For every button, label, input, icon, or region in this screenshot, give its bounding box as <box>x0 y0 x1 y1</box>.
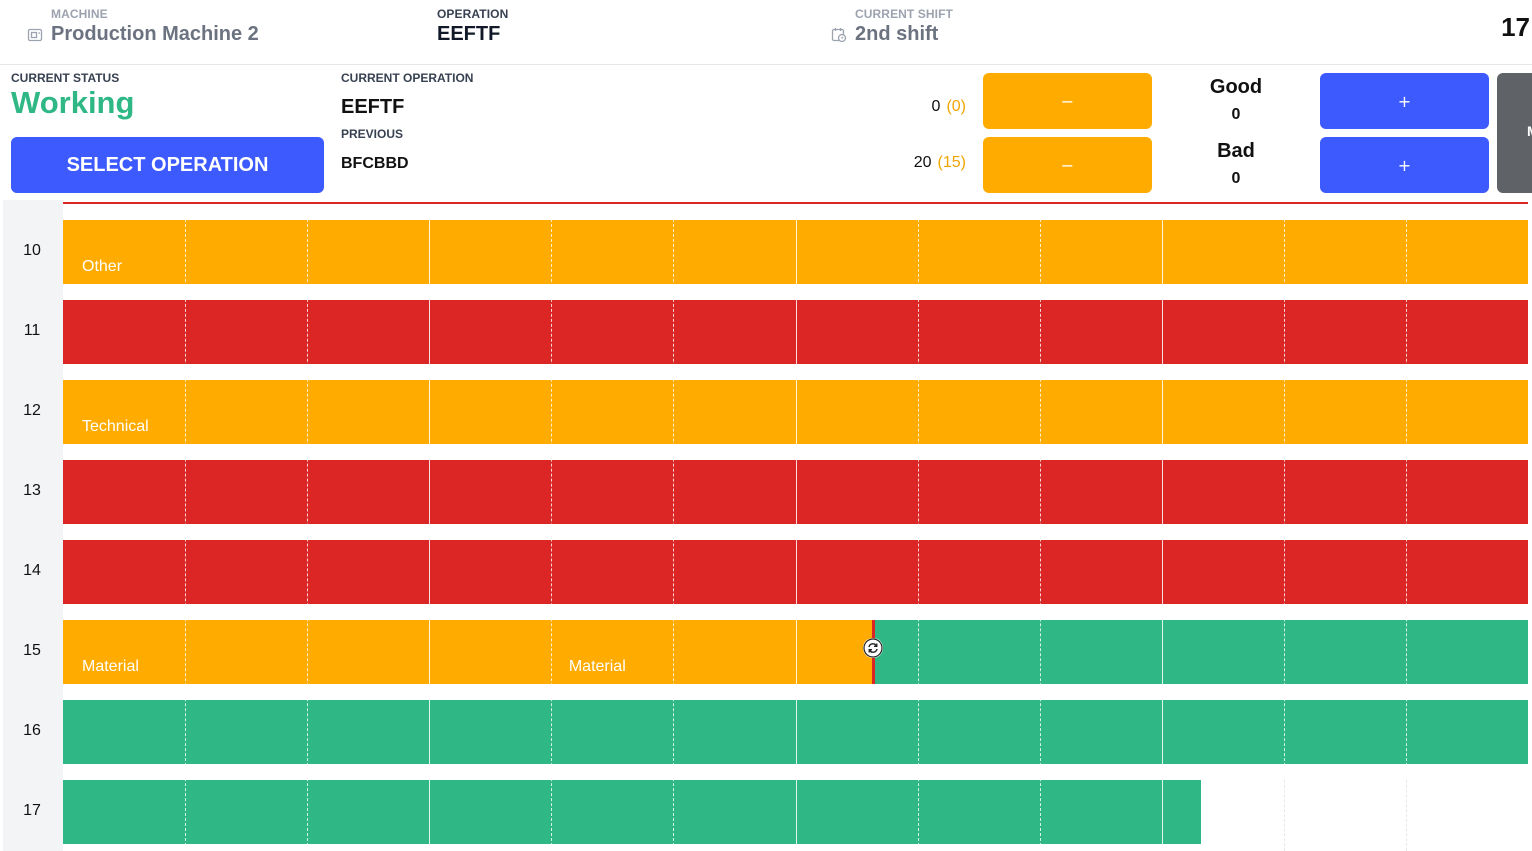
good-increment-button[interactable]: + <box>1320 73 1489 129</box>
current-status-value: Working <box>11 85 135 120</box>
timeline-gridline <box>917 204 919 851</box>
clock-display: 17 <box>1501 12 1530 42</box>
timeline-top-line <box>63 202 1528 204</box>
timeline-segment-working[interactable] <box>873 620 1528 684</box>
timeline-gridline <box>429 204 431 851</box>
timeline-segment-working[interactable] <box>63 780 1202 844</box>
operation-name: EEFTF <box>437 23 501 45</box>
machine-icon <box>27 28 43 42</box>
hour-label: 11 <box>23 322 41 339</box>
select-operation-button[interactable]: SELECT OPERATION <box>11 137 324 193</box>
bad-count: 0 <box>1231 170 1241 187</box>
timeline-segment-reason[interactable]: Material <box>63 620 488 684</box>
timeline-chart: 10 Other 11 12 Technical 13 14 15 Material Materi… <box>0 200 1532 851</box>
shift-name: 2nd shift <box>855 23 939 45</box>
current-operation-name: EEFTF <box>341 96 405 118</box>
timeline-gridline <box>1405 780 1407 851</box>
machine-label: MACHINE <box>51 7 108 21</box>
hour-label: 12 <box>23 402 41 419</box>
hour-label: 17 <box>23 802 41 819</box>
timeline-gridline <box>551 204 553 851</box>
shift-info: CURRENT SHIFT 2nd shift <box>831 7 953 46</box>
machine-name: Production Machine 2 <box>51 23 259 45</box>
side-panel-button[interactable]: M <box>1497 73 1532 193</box>
timeline-segment-reason[interactable]: Material <box>487 620 874 684</box>
previous-operation-name: BFCBBD <box>341 155 409 172</box>
timeline-gridline <box>1283 780 1285 851</box>
sync-icon[interactable] <box>863 638 884 658</box>
timeline-gridline <box>1039 204 1041 851</box>
timeline-gridline <box>307 204 309 851</box>
hour-label: 13 <box>23 482 41 499</box>
previous-operation-label: PREVIOUS <box>341 127 404 141</box>
segment-reason-label: Material <box>568 658 626 675</box>
shift-label: CURRENT SHIFT <box>855 7 953 21</box>
timeline-gridline <box>795 204 797 851</box>
current-decrement-button[interactable]: − <box>983 73 1152 129</box>
hour-label: 16 <box>23 722 41 739</box>
operation-label: OPERATION <box>437 7 509 21</box>
timeline-gridline <box>1283 204 1285 851</box>
segment-reason-label: Technical <box>82 418 149 435</box>
timeline-gridline <box>673 204 675 851</box>
current-count: 0 <box>931 98 941 115</box>
bad-increment-button[interactable]: + <box>1320 137 1489 193</box>
hour-label: 10 <box>23 242 41 259</box>
current-operation-label: CURRENT OPERATION <box>341 71 474 85</box>
bad-label: Bad <box>1217 140 1255 162</box>
good-count: 0 <box>1231 106 1241 123</box>
timeline-gridline <box>185 204 187 851</box>
segment-reason-label: Other <box>82 258 123 275</box>
hour-column <box>3 200 63 851</box>
previous-count-target: (15) <box>937 154 966 171</box>
current-status-label: CURRENT STATUS <box>11 71 120 85</box>
segment-reason-label: Material <box>82 658 139 675</box>
hour-label: 14 <box>23 562 41 579</box>
previous-operation-count: 20 (15) <box>914 154 966 172</box>
current-count-target: (0) <box>946 98 966 115</box>
operation-info: OPERATION EEFTF <box>437 7 508 46</box>
timeline-gridline <box>1161 204 1163 851</box>
top-info-bar: MACHINE Production Machine 2 OPERATION E… <box>0 0 1532 65</box>
timeline-gridline <box>1405 204 1407 851</box>
previous-count: 20 <box>913 154 932 171</box>
hour-label: 15 <box>23 642 41 659</box>
side-panel-label: M <box>1527 123 1532 139</box>
machine-info: MACHINE Production Machine 2 <box>27 7 259 46</box>
calendar-clock-icon <box>831 28 847 43</box>
previous-decrement-button[interactable]: − <box>983 137 1152 193</box>
good-label: Good <box>1209 76 1263 98</box>
current-operation-count: 0 (0) <box>932 98 966 116</box>
